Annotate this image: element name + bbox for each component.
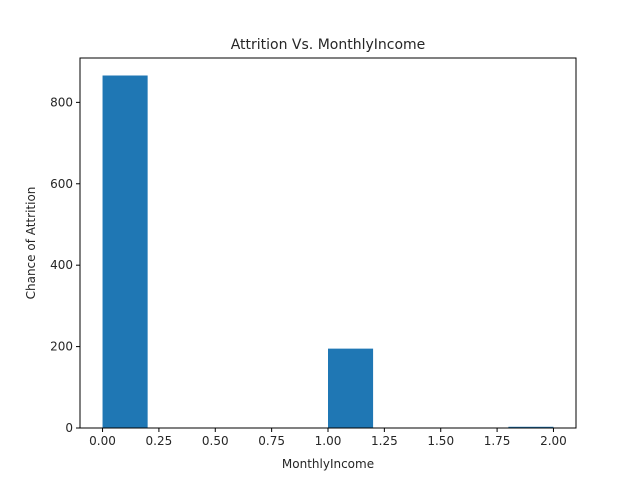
x-tick-label: 2.00 bbox=[540, 434, 567, 448]
x-ticks-group: 0.00 0.25 0.50 0.75 1.00 1.25 1.50 1.75 2.00 bbox=[89, 428, 567, 448]
chart-title: Attrition Vs. MonthlyIncome bbox=[231, 37, 426, 53]
bar-2 bbox=[508, 426, 554, 428]
x-tick-label: 0.00 bbox=[89, 434, 116, 448]
bar-1 bbox=[328, 348, 374, 428]
x-tick-label: 1.75 bbox=[484, 434, 511, 448]
x-tick-label: 0.75 bbox=[258, 434, 285, 448]
x-tick-label: 1.50 bbox=[427, 434, 454, 448]
y-tick-label: 600 bbox=[50, 177, 73, 191]
y-tick-label: 200 bbox=[50, 340, 73, 354]
x-axis-title: MonthlyIncome bbox=[282, 457, 374, 471]
y-tick-label: 800 bbox=[50, 95, 73, 109]
y-axis-title: Chance of Attrition bbox=[24, 187, 38, 300]
y-tick-label: 400 bbox=[50, 258, 73, 272]
x-tick-label: 1.25 bbox=[371, 434, 398, 448]
x-tick-label: 1.00 bbox=[315, 434, 342, 448]
bars-group bbox=[102, 75, 554, 428]
y-tick-label: 0 bbox=[65, 421, 73, 435]
x-tick-label: 0.50 bbox=[202, 434, 229, 448]
y-ticks-group: 0 200 400 600 800 bbox=[50, 95, 80, 435]
plot-frame bbox=[79, 57, 577, 429]
bar-0 bbox=[102, 75, 148, 428]
x-tick-label: 0.25 bbox=[146, 434, 173, 448]
